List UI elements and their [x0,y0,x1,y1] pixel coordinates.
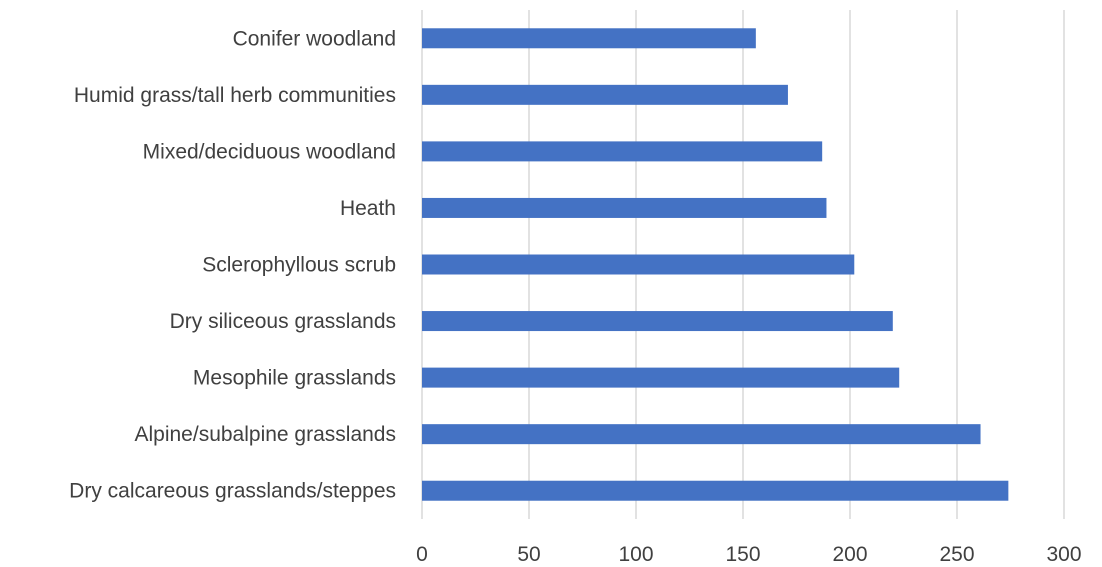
category-labels: Conifer woodland Humid grass/tall herb co… [69,27,396,502]
category-label: Heath [340,197,396,220]
x-tick-label: 250 [939,543,974,566]
category-label: Mixed/deciduous woodland [143,140,396,163]
bar [422,197,827,218]
x-tick-label: 150 [725,543,760,566]
bar [422,254,855,275]
x-tick-label: 50 [517,543,540,566]
category-label: Humid grass/tall herb communities [74,84,396,107]
x-tick-label: 300 [1046,543,1081,566]
x-tick-label: 100 [618,543,653,566]
x-tick-label: 0 [416,543,428,566]
bars [422,28,1009,501]
bar [422,311,893,332]
category-label: Conifer woodland [233,27,396,50]
category-label: Alpine/subalpine grasslands [134,423,396,446]
x-tick-labels: 0 50 100 150 200 250 300 [416,543,1081,566]
category-label: Mesophile grasslands [193,367,396,390]
category-label: Sclerophyllous scrub [202,254,396,277]
category-label: Dry siliceous grasslands [170,310,396,333]
bar [422,424,981,445]
category-label: Dry calcareous grasslands/steppes [69,480,396,503]
bar [422,480,1009,501]
bar [422,367,900,388]
bar [422,28,756,49]
bar [422,84,788,105]
bar [422,141,823,162]
x-tick-label: 200 [832,543,867,566]
